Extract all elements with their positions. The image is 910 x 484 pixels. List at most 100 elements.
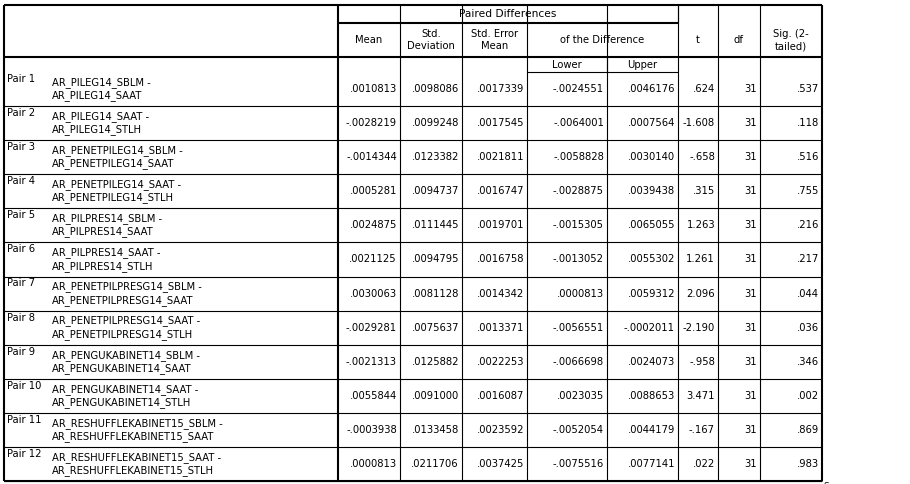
Text: 31: 31 — [744, 323, 757, 333]
Text: .0021125: .0021125 — [349, 255, 397, 264]
Text: -.0014344: -.0014344 — [346, 152, 397, 162]
Text: Std.
Deviation: Std. Deviation — [407, 29, 455, 51]
Text: 31: 31 — [744, 459, 757, 469]
Text: of the Difference: of the Difference — [561, 35, 644, 45]
Text: AR_RESHUFFLEKABINET15_SAAT -
AR_RESHUFFLEKABINET15_STLH: AR_RESHUFFLEKABINET15_SAAT - AR_RESHUFFL… — [52, 452, 221, 476]
Text: .217: .217 — [796, 255, 819, 264]
Text: 31: 31 — [744, 220, 757, 230]
Text: -.167: -.167 — [689, 425, 715, 435]
Text: Std. Error
Mean: Std. Error Mean — [471, 29, 518, 51]
Text: -2.190: -2.190 — [682, 323, 715, 333]
Text: .0005281: .0005281 — [349, 186, 397, 197]
Text: t: t — [696, 35, 700, 45]
Text: 3.471: 3.471 — [686, 391, 715, 401]
Text: df: df — [734, 35, 744, 45]
Text: .0075637: .0075637 — [411, 323, 459, 333]
Text: -.658: -.658 — [689, 152, 715, 162]
Text: AR_PILEG14_SBLM -
AR_PILEG14_SAAT: AR_PILEG14_SBLM - AR_PILEG14_SAAT — [52, 77, 151, 101]
Text: .0019701: .0019701 — [477, 220, 524, 230]
Text: 1.261: 1.261 — [686, 255, 715, 264]
Text: Mean: Mean — [356, 35, 382, 45]
Text: .624: .624 — [693, 84, 715, 94]
Text: -.0075516: -.0075516 — [552, 459, 604, 469]
Text: AR_PILEG14_SAAT -
AR_PILEG14_STLH: AR_PILEG14_SAAT - AR_PILEG14_STLH — [52, 111, 149, 135]
Text: .044: .044 — [797, 288, 819, 299]
Text: 31: 31 — [744, 186, 757, 197]
Text: AR_PILPRES14_SAAT -
AR_PILPRES14_STLH: AR_PILPRES14_SAAT - AR_PILPRES14_STLH — [52, 247, 160, 272]
Text: -.0056551: -.0056551 — [552, 323, 604, 333]
Text: .0037425: .0037425 — [477, 459, 524, 469]
Text: .0017339: .0017339 — [477, 84, 524, 94]
Text: .0046176: .0046176 — [628, 84, 675, 94]
Text: Pair 4: Pair 4 — [7, 176, 35, 186]
Text: .0023592: .0023592 — [477, 425, 524, 435]
Text: .0055302: .0055302 — [628, 255, 675, 264]
Text: -.0028875: -.0028875 — [553, 186, 604, 197]
Text: .0091000: .0091000 — [411, 391, 459, 401]
Text: .0022253: .0022253 — [477, 357, 524, 367]
Text: .002: .002 — [797, 391, 819, 401]
Text: .0024073: .0024073 — [628, 357, 675, 367]
Text: AR_PENETPILPRESG14_SBLM -
AR_PENETPILPRESG14_SAAT: AR_PENETPILPRESG14_SBLM - AR_PENETPILPRE… — [52, 281, 202, 306]
Text: .0017545: .0017545 — [477, 118, 524, 128]
Text: Paired Differences: Paired Differences — [460, 9, 557, 19]
Text: -.0013052: -.0013052 — [553, 255, 604, 264]
Text: .315: .315 — [693, 186, 715, 197]
Text: AR_PILPRES14_SBLM -
AR_PILPRES14_SAAT: AR_PILPRES14_SBLM - AR_PILPRES14_SAAT — [52, 213, 162, 238]
Text: Lower: Lower — [552, 60, 581, 70]
Text: .0111445: .0111445 — [411, 220, 459, 230]
Text: AR_PENETPILEG14_SBLM -
AR_PENETPILEG14_SAAT: AR_PENETPILEG14_SBLM - AR_PENETPILEG14_S… — [52, 145, 183, 169]
Text: Pair 6: Pair 6 — [7, 244, 35, 255]
Text: .0081128: .0081128 — [411, 288, 459, 299]
Text: Pair 9: Pair 9 — [7, 347, 35, 357]
Text: -.0021313: -.0021313 — [346, 357, 397, 367]
Text: .0059312: .0059312 — [628, 288, 675, 299]
Text: 1.263: 1.263 — [686, 220, 715, 230]
Text: .0133458: .0133458 — [411, 425, 459, 435]
Text: Pair 11: Pair 11 — [7, 415, 42, 425]
Text: .0211706: .0211706 — [411, 459, 459, 469]
Text: -.0029281: -.0029281 — [346, 323, 397, 333]
Text: -.0003938: -.0003938 — [346, 425, 397, 435]
Text: 31: 31 — [744, 152, 757, 162]
Text: .0023035: .0023035 — [557, 391, 604, 401]
Text: 31: 31 — [744, 391, 757, 401]
Text: .0065055: .0065055 — [628, 220, 675, 230]
Text: AR_PENETPILEG14_SAAT -
AR_PENETPILEG14_STLH: AR_PENETPILEG14_SAAT - AR_PENETPILEG14_S… — [52, 179, 181, 203]
Text: .036: .036 — [797, 323, 819, 333]
Text: AR_PENETPILPRESG14_SAAT -
AR_PENETPILPRESG14_STLH: AR_PENETPILPRESG14_SAAT - AR_PENETPILPRE… — [52, 316, 200, 340]
Text: -.0028219: -.0028219 — [346, 118, 397, 128]
Text: Pair 8: Pair 8 — [7, 313, 35, 322]
Text: -.0002011: -.0002011 — [624, 323, 675, 333]
Text: Pair 5: Pair 5 — [7, 211, 35, 220]
Text: 31: 31 — [744, 255, 757, 264]
Text: .0123382: .0123382 — [411, 152, 459, 162]
Text: .983: .983 — [797, 459, 819, 469]
Text: .537: .537 — [797, 84, 819, 94]
Text: Pair 2: Pair 2 — [7, 108, 35, 118]
Text: .0088653: .0088653 — [628, 391, 675, 401]
Text: .0125882: .0125882 — [411, 357, 459, 367]
Text: .0016087: .0016087 — [477, 391, 524, 401]
Text: .346: .346 — [797, 357, 819, 367]
Text: .0039438: .0039438 — [628, 186, 675, 197]
Text: .0030140: .0030140 — [628, 152, 675, 162]
Text: Sig. (2-
tailed): Sig. (2- tailed) — [774, 29, 809, 51]
Text: AR_PENGUKABINET14_SBLM -
AR_PENGUKABINET14_SAAT: AR_PENGUKABINET14_SBLM - AR_PENGUKABINET… — [52, 349, 200, 374]
Text: 31: 31 — [744, 84, 757, 94]
Text: 31: 31 — [744, 357, 757, 367]
Text: .0014342: .0014342 — [477, 288, 524, 299]
Text: 31: 31 — [744, 118, 757, 128]
Text: Pair 3: Pair 3 — [7, 142, 35, 152]
Text: -.0024551: -.0024551 — [553, 84, 604, 94]
Text: 31: 31 — [744, 425, 757, 435]
Text: Pair 1: Pair 1 — [7, 74, 35, 84]
Text: -.0064001: -.0064001 — [553, 118, 604, 128]
Text: 31: 31 — [744, 288, 757, 299]
Text: .0010813: .0010813 — [349, 84, 397, 94]
Text: .0055844: .0055844 — [349, 391, 397, 401]
Text: -.958: -.958 — [689, 357, 715, 367]
Text: .0099248: .0099248 — [411, 118, 459, 128]
Text: .0000813: .0000813 — [349, 459, 397, 469]
Text: Pair 7: Pair 7 — [7, 278, 35, 288]
